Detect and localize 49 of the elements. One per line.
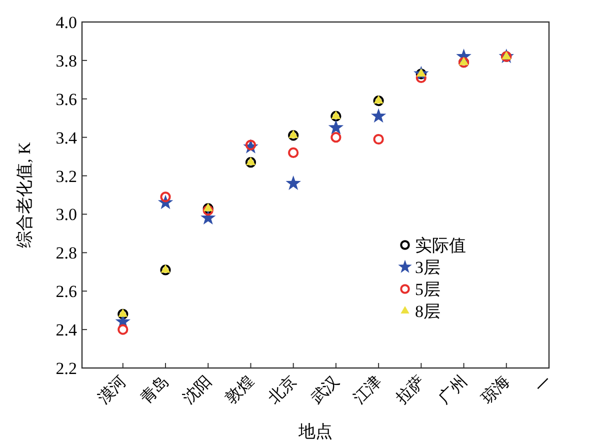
x-tick-label: 沈阳 xyxy=(180,372,215,408)
point xyxy=(203,202,213,212)
y-tick-label: 2.2 xyxy=(56,359,77,378)
y-tick-label: 2.6 xyxy=(56,282,77,302)
y-tick-label: 2.8 xyxy=(56,244,77,263)
x-tick-label: 敦煌 xyxy=(222,372,258,408)
legend-label: 5层 xyxy=(415,280,440,299)
point xyxy=(286,175,301,190)
x-tick-label: 北京 xyxy=(264,372,300,408)
y-tick-label: 3.4 xyxy=(56,128,78,148)
point xyxy=(328,120,344,134)
x-tick-label: 武汉 xyxy=(307,372,343,408)
point xyxy=(288,130,299,141)
point xyxy=(331,110,341,119)
y-tick-label: 3.8 xyxy=(56,51,77,70)
point xyxy=(370,108,386,123)
x-tick-label: 广州 xyxy=(435,372,471,408)
point xyxy=(330,132,342,143)
point xyxy=(288,130,298,138)
point xyxy=(200,210,216,225)
y-tick-label: 3.2 xyxy=(56,166,77,186)
point xyxy=(118,324,128,335)
x-tick-label: 一 xyxy=(532,372,556,396)
point xyxy=(374,95,384,104)
legend-label: 8层 xyxy=(415,302,440,321)
point xyxy=(373,96,384,106)
x-tick-label: 江津 xyxy=(350,372,386,408)
x-tick-label: 琼海 xyxy=(478,372,514,408)
legend-label: 3层 xyxy=(415,258,440,277)
point xyxy=(118,308,128,317)
x-axis-title: 地点 xyxy=(298,422,332,441)
y-tick-label: 3.0 xyxy=(56,205,77,224)
point xyxy=(160,264,171,276)
x-tick-label: 青岛 xyxy=(136,372,172,408)
point xyxy=(330,110,342,122)
point xyxy=(118,308,128,320)
point xyxy=(373,134,384,145)
point xyxy=(458,56,469,66)
x-tick-label: 拉萨 xyxy=(392,372,428,408)
point xyxy=(160,264,170,273)
point xyxy=(245,157,256,168)
y-tick-label: 3.6 xyxy=(56,90,77,109)
y-tick-label: 4.0 xyxy=(56,13,77,32)
point xyxy=(246,156,256,166)
legend-label: 实际值 xyxy=(415,236,466,255)
y-axis-title: 综合老化值, K xyxy=(15,141,34,248)
x-tick-label: 漠河 xyxy=(94,372,130,408)
y-tick-label: 2.4 xyxy=(56,320,78,340)
point xyxy=(288,147,299,158)
